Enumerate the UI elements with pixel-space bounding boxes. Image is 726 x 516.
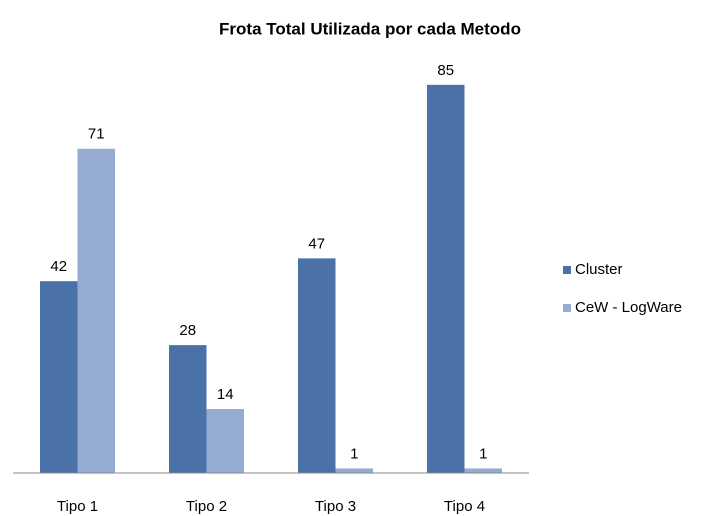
bar — [40, 281, 78, 473]
x-tick-label: Tipo 3 — [315, 498, 356, 515]
data-label: 47 — [308, 235, 325, 252]
bar — [169, 345, 207, 473]
bar — [298, 258, 336, 473]
legend-label: CeW - LogWare — [575, 299, 682, 316]
chart-title: Frota Total Utilizada por cada Metodo — [219, 19, 521, 38]
data-label: 42 — [50, 258, 67, 275]
legend-swatch — [563, 304, 571, 312]
bar — [335, 468, 373, 473]
data-label: 14 — [217, 386, 234, 403]
legend-label: Cluster — [575, 261, 623, 278]
bar — [464, 468, 502, 473]
data-label: 28 — [179, 322, 196, 339]
bar — [206, 409, 244, 473]
x-tick-label: Tipo 4 — [444, 498, 485, 515]
x-tick-label: Tipo 2 — [186, 498, 227, 515]
data-label: 1 — [479, 445, 487, 462]
data-label: 71 — [88, 126, 105, 143]
data-label: 85 — [437, 62, 454, 79]
legend-swatch — [563, 266, 571, 274]
bar — [427, 84, 465, 473]
x-tick-label: Tipo 1 — [57, 498, 98, 515]
bar — [77, 148, 115, 473]
data-label: 1 — [350, 445, 358, 462]
